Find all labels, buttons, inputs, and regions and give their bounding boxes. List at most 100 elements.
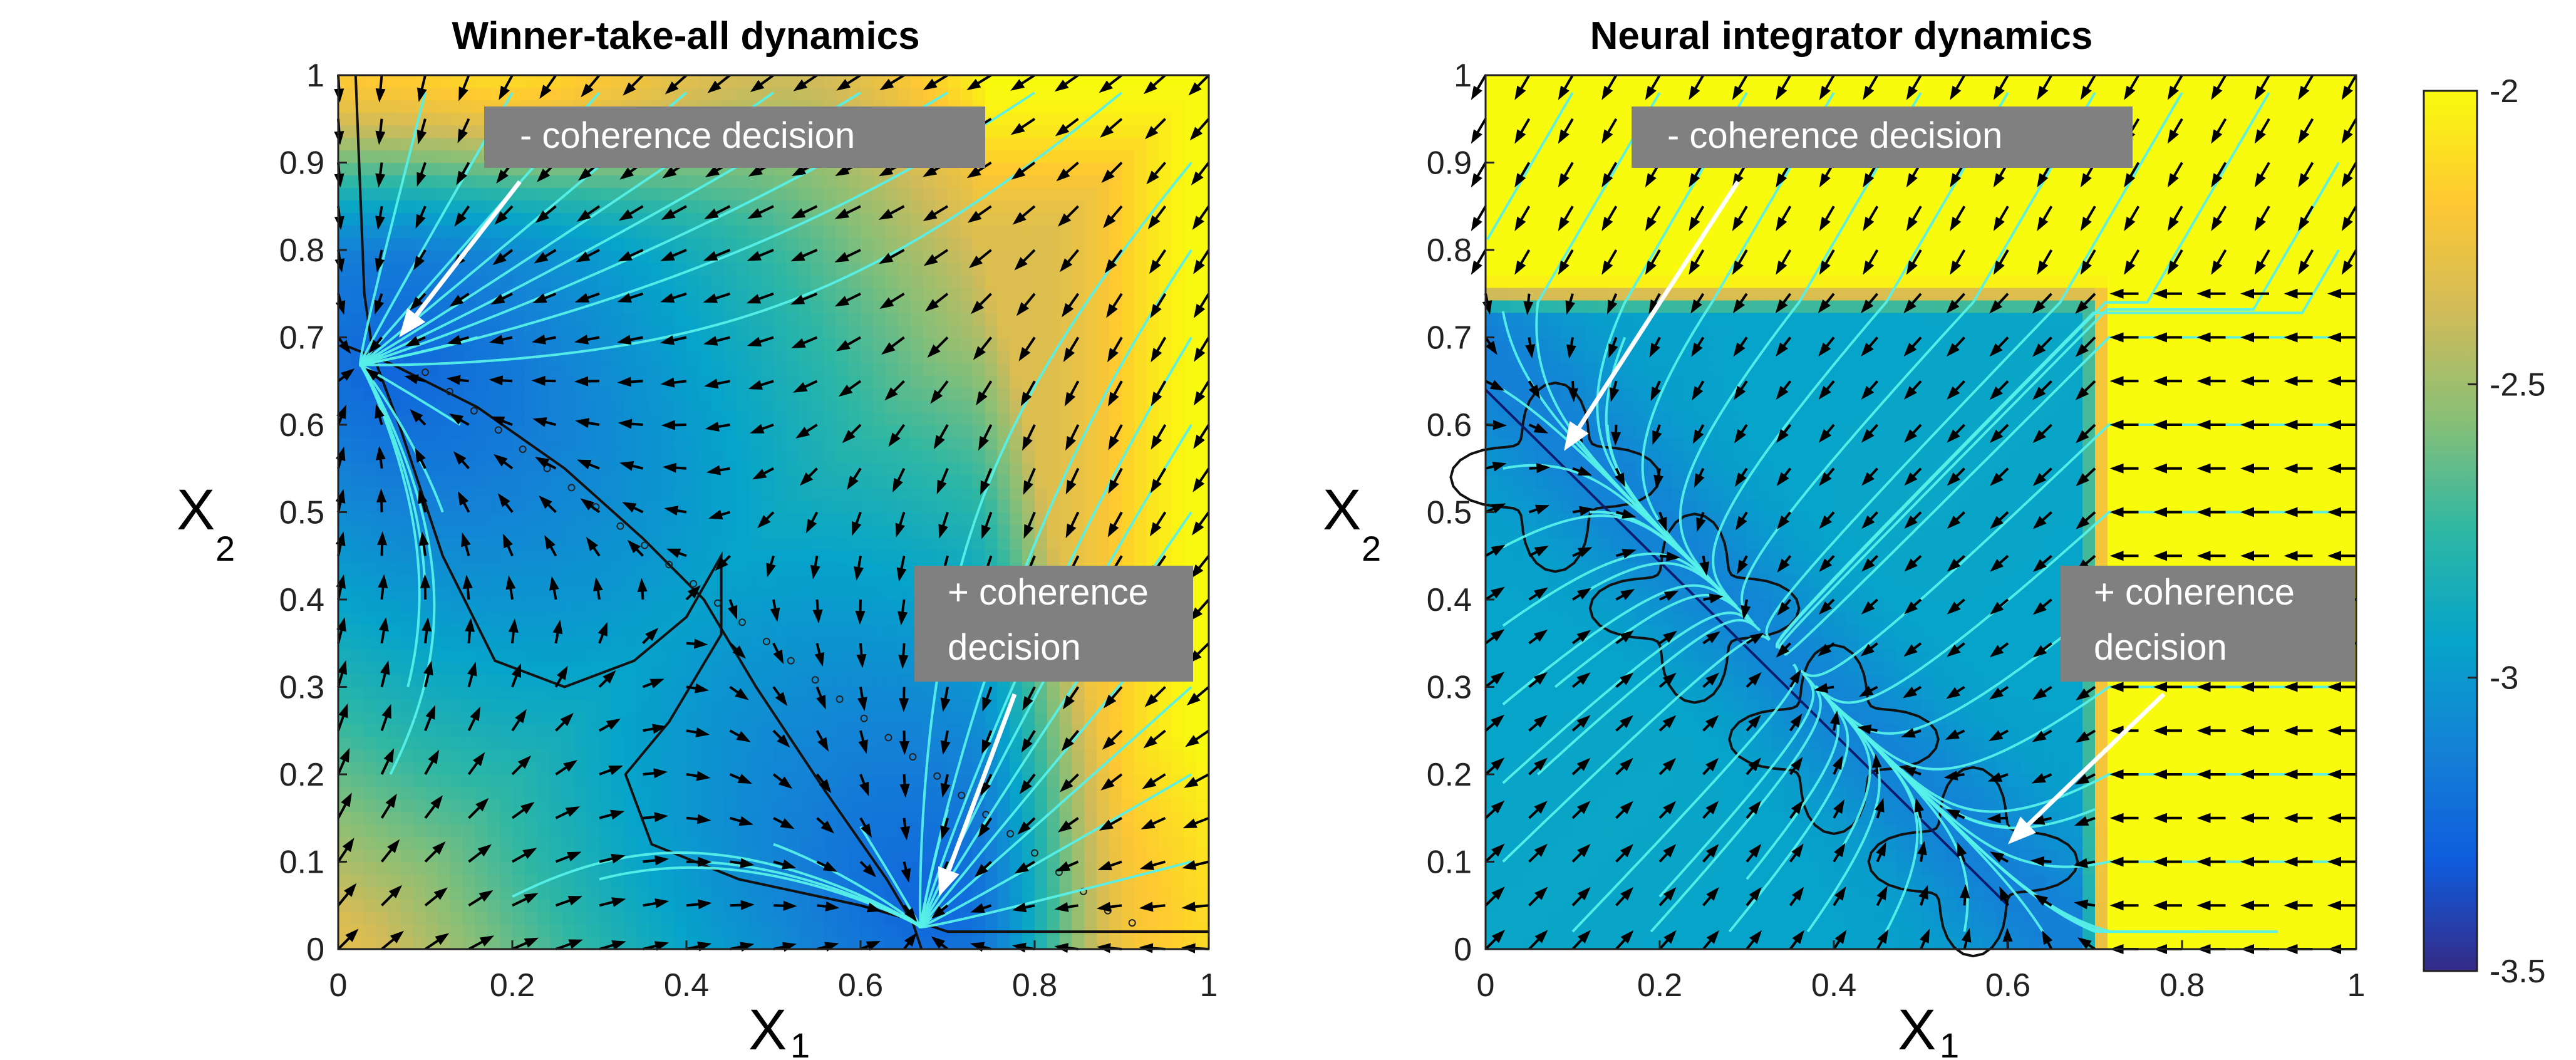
heatmap-cell (611, 350, 625, 363)
heatmap-cell (587, 937, 600, 950)
heatmap-cell (686, 611, 700, 625)
heatmap-cell (487, 737, 500, 750)
heatmap-cell (599, 299, 613, 313)
heatmap-cell (773, 212, 787, 226)
heatmap-cell (761, 674, 774, 688)
heatmap-cell (1022, 325, 1035, 338)
heatmap-cell (375, 874, 389, 888)
heatmap-cell (649, 562, 663, 575)
heatmap-cell (711, 712, 725, 725)
heatmap-cell (997, 524, 1011, 538)
heatmap-cell (574, 262, 587, 276)
heatmap-cell (524, 587, 538, 600)
heatmap-cell (785, 400, 799, 413)
heatmap-cell (910, 87, 924, 101)
heatmap-cell (512, 462, 525, 475)
heatmap-cell (848, 400, 861, 413)
heatmap-cell (1047, 774, 1060, 787)
heatmap-cell (872, 512, 886, 526)
heatmap-cell (1122, 499, 1135, 513)
heatmap-cell (872, 75, 886, 88)
heatmap-cell (835, 499, 849, 513)
heatmap-cell (636, 287, 650, 301)
heatmap-cell (885, 886, 899, 900)
heatmap-cell (661, 811, 675, 825)
heatmap-cell (437, 600, 451, 613)
heatmap-cell (599, 611, 613, 625)
heatmap-cell (437, 112, 451, 126)
heatmap-cell (711, 524, 725, 538)
heatmap-cell (661, 774, 675, 787)
heatmap-cell (997, 299, 1011, 313)
heatmap-cell (524, 600, 538, 613)
heatmap-cell (562, 749, 576, 762)
heatmap-cell (450, 637, 463, 650)
heatmap-cell (948, 499, 961, 513)
heatmap-cell (1047, 225, 1060, 238)
heatmap-cell (835, 587, 849, 600)
heatmap-cell (661, 824, 675, 838)
heatmap-cell (574, 237, 587, 251)
heatmap-cell (1097, 250, 1110, 263)
heatmap-cell (574, 362, 587, 376)
heatmap-cell (425, 387, 438, 400)
heatmap-cell (487, 712, 500, 725)
heatmap-cell (723, 799, 737, 813)
heatmap-cell (848, 312, 861, 326)
heatmap-cell (835, 187, 849, 201)
heatmap-cell (599, 600, 613, 613)
heatmap-cell (475, 375, 489, 388)
heatmap-cell (624, 600, 638, 613)
heatmap-cell (400, 749, 413, 762)
heatmap-cell (1047, 549, 1060, 563)
heatmap-cell (388, 512, 401, 526)
heatmap-cell (761, 499, 774, 513)
heatmap-cell (400, 912, 413, 925)
heatmap-cell (1122, 375, 1135, 388)
heatmap-cell (1122, 287, 1135, 301)
heatmap-cell (350, 175, 364, 189)
heatmap-cell (400, 412, 413, 425)
heatmap-cell (512, 400, 525, 413)
heatmap-cell (549, 549, 563, 563)
heatmap-cell (524, 724, 538, 738)
heatmap-cell (338, 100, 351, 113)
heatmap-cell (972, 412, 986, 425)
heatmap-cell (611, 699, 625, 713)
heatmap-cell (711, 662, 725, 675)
heatmap-cell (872, 811, 886, 825)
heatmap-cell (500, 437, 513, 450)
heatmap-cell (587, 924, 600, 937)
heatmap-cell (350, 375, 364, 388)
heatmap-cell (363, 549, 376, 563)
heatmap-cell (487, 674, 500, 688)
heatmap-cell (674, 449, 687, 463)
heatmap-cell (1122, 262, 1135, 276)
heatmap-cell (1146, 362, 1160, 376)
heatmap-cell (1047, 412, 1060, 425)
heatmap-cell (537, 524, 551, 538)
heatmap-cell (1184, 200, 1197, 214)
heatmap-cell (338, 150, 351, 164)
heatmap-cell (475, 687, 489, 700)
heatmap-cell (487, 874, 500, 888)
heatmap-cell (723, 462, 737, 475)
heatmap-cell (562, 437, 576, 450)
heatmap-cell (736, 924, 750, 937)
heatmap-cell (375, 724, 389, 738)
heatmap-cell (599, 474, 613, 488)
heatmap-cell (562, 587, 576, 600)
heatmap-cell (450, 912, 463, 925)
heatmap-cell (736, 786, 750, 800)
heatmap-cell (487, 574, 500, 588)
heatmap-cell (885, 524, 899, 538)
heatmap-cell (823, 474, 837, 488)
heatmap-cell (897, 325, 911, 338)
heatmap-cell (897, 299, 911, 313)
heatmap-cell (1035, 337, 1048, 351)
heatmap-cell (413, 762, 426, 775)
heatmap-cell (972, 462, 986, 475)
heatmap-cell (1171, 487, 1185, 501)
heatmap-cell (1035, 162, 1048, 176)
heatmap-cell (624, 175, 638, 189)
